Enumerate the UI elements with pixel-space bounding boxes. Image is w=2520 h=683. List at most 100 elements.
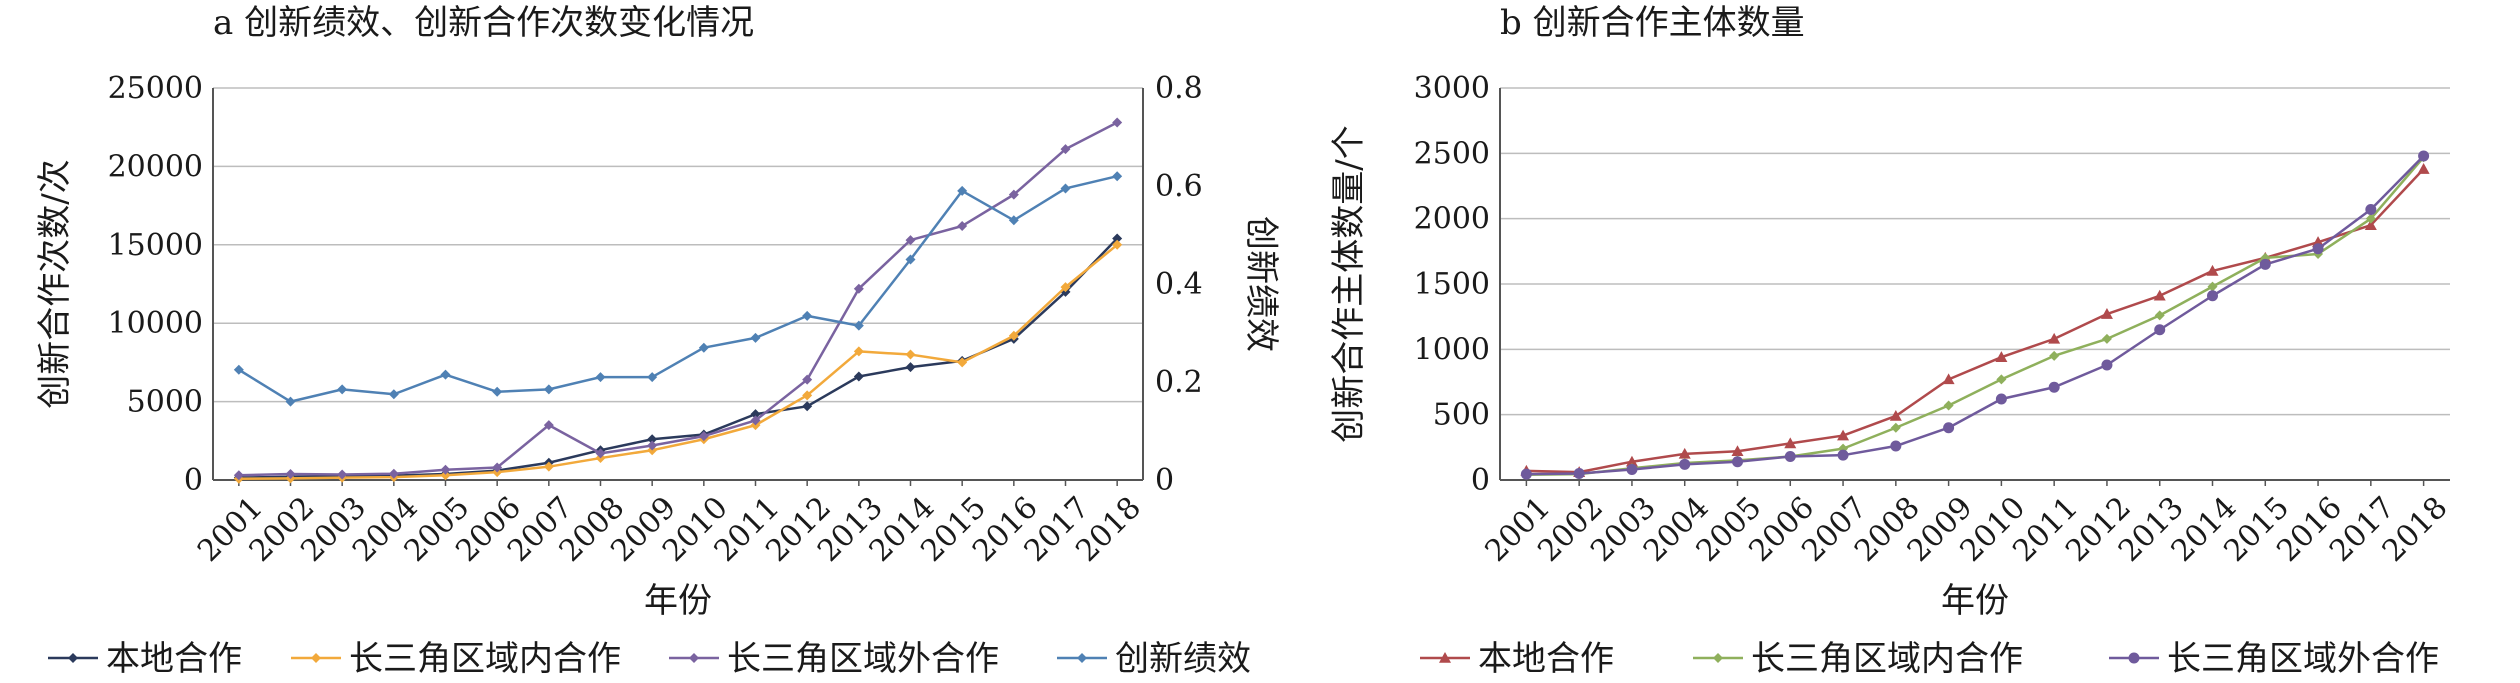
data-point [853, 320, 864, 331]
data-point [440, 470, 451, 481]
y-tick-label: 2500 [1414, 136, 1490, 171]
data-point [543, 384, 554, 395]
legend-item: 长三角区域内合作 [291, 639, 621, 679]
data-point [595, 372, 606, 383]
y-tick-label: 20000 [108, 149, 203, 184]
series-4 [233, 171, 1123, 407]
series-line [1526, 155, 2425, 476]
data-point [647, 440, 658, 451]
data-point [802, 310, 813, 321]
legend-swatch-marker [311, 653, 321, 663]
data-point [1943, 422, 1955, 434]
y-tick-label: 5000 [127, 385, 203, 420]
y-tick-label: 2000 [1414, 202, 1490, 237]
legend-label: 本地合作 [1478, 639, 1614, 679]
data-point [802, 374, 813, 385]
series-line [1526, 156, 2425, 477]
data-point [2364, 219, 2377, 230]
legend-swatch-marker [1077, 653, 1087, 663]
y2-axis-title: 创新绩效 [1241, 216, 1281, 352]
data-point [1060, 183, 1071, 194]
legend-label: 长三角区域内合作 [349, 639, 621, 679]
series-2 [1521, 152, 2429, 480]
legend-swatch-marker [2128, 652, 2140, 664]
data-point [2206, 264, 2219, 276]
data-point [2259, 258, 2271, 270]
data-point [1837, 449, 1849, 461]
data-point [2418, 150, 2430, 162]
data-point [647, 434, 658, 445]
data-point [337, 469, 348, 480]
legend-swatch-marker [68, 653, 78, 663]
data-point [2207, 281, 2218, 292]
series-line [1526, 168, 2425, 474]
data-point [853, 346, 864, 357]
data-point [1112, 239, 1123, 250]
data-point [388, 468, 399, 479]
data-point [2154, 324, 2166, 336]
data-point [1995, 351, 2008, 362]
data-point [233, 470, 244, 481]
data-point [1784, 450, 1796, 462]
y-axis-title: 创新合作次数/次 [35, 159, 75, 408]
data-point [2154, 310, 2165, 321]
series-line [238, 174, 1118, 403]
data-point [1995, 393, 2007, 405]
legend-swatch-marker [689, 653, 699, 663]
data-point [2365, 213, 2376, 224]
legend-label: 长三角区域内合作 [1751, 639, 2023, 679]
y-tick-label: 15000 [108, 228, 203, 263]
legend-item: 长三角区域外合作 [2109, 639, 2439, 679]
data-point [440, 464, 451, 475]
data-point [1112, 233, 1123, 244]
data-point [1889, 409, 1902, 421]
data-point [1008, 215, 1019, 226]
data-point [1112, 171, 1123, 182]
data-point [1573, 467, 1585, 479]
y2-tick-label: 0.6 [1155, 169, 1203, 204]
series-3 [1520, 150, 2430, 480]
data-point [1678, 447, 1691, 459]
data-point [337, 384, 348, 395]
data-point [595, 448, 606, 459]
data-point [2048, 381, 2060, 393]
data-point [1996, 374, 2007, 385]
data-point [2417, 163, 2430, 174]
data-point [698, 431, 709, 442]
data-point [647, 372, 658, 383]
legend-swatch-marker [1713, 653, 1723, 663]
y-axis-title: 创新合作主体数量/个 [1329, 125, 1369, 442]
legend-swatch-marker [1439, 652, 1451, 663]
x-axis-title: 年份 [644, 581, 712, 621]
chart-title: b 创新合作主体数量 [1500, 3, 1805, 43]
chart-title: a 创新绩效、创新合作次数变化情况 [213, 3, 754, 43]
data-point [2101, 333, 2112, 344]
x-axis-title: 年份 [1941, 581, 2009, 621]
data-point [2101, 359, 2113, 371]
y-tick-label: 0 [1471, 463, 1490, 498]
data-point [1784, 437, 1797, 449]
legend-label: 长三角区域外合作 [727, 639, 999, 679]
data-point [750, 415, 761, 426]
y-tick-label: 1000 [1414, 332, 1490, 367]
legend-item: 本地合作 [48, 639, 242, 679]
y2-tick-label: 0.8 [1155, 71, 1203, 106]
data-point [2312, 243, 2324, 255]
series-1 [1520, 163, 2430, 477]
data-point [802, 390, 813, 401]
data-point [1520, 468, 1532, 480]
data-point [957, 185, 968, 196]
data-point [1008, 189, 1019, 200]
data-point [1732, 456, 1743, 468]
y-tick-label: 3000 [1414, 71, 1490, 106]
data-point [905, 349, 916, 360]
data-point [440, 369, 451, 380]
y-tick-label: 25000 [108, 71, 203, 106]
data-point [285, 469, 296, 480]
data-point [1942, 373, 1955, 385]
data-point [1731, 445, 1744, 457]
series-3 [233, 117, 1123, 481]
legend-item: 创新绩效 [1057, 639, 1251, 679]
data-point [1943, 400, 1954, 411]
